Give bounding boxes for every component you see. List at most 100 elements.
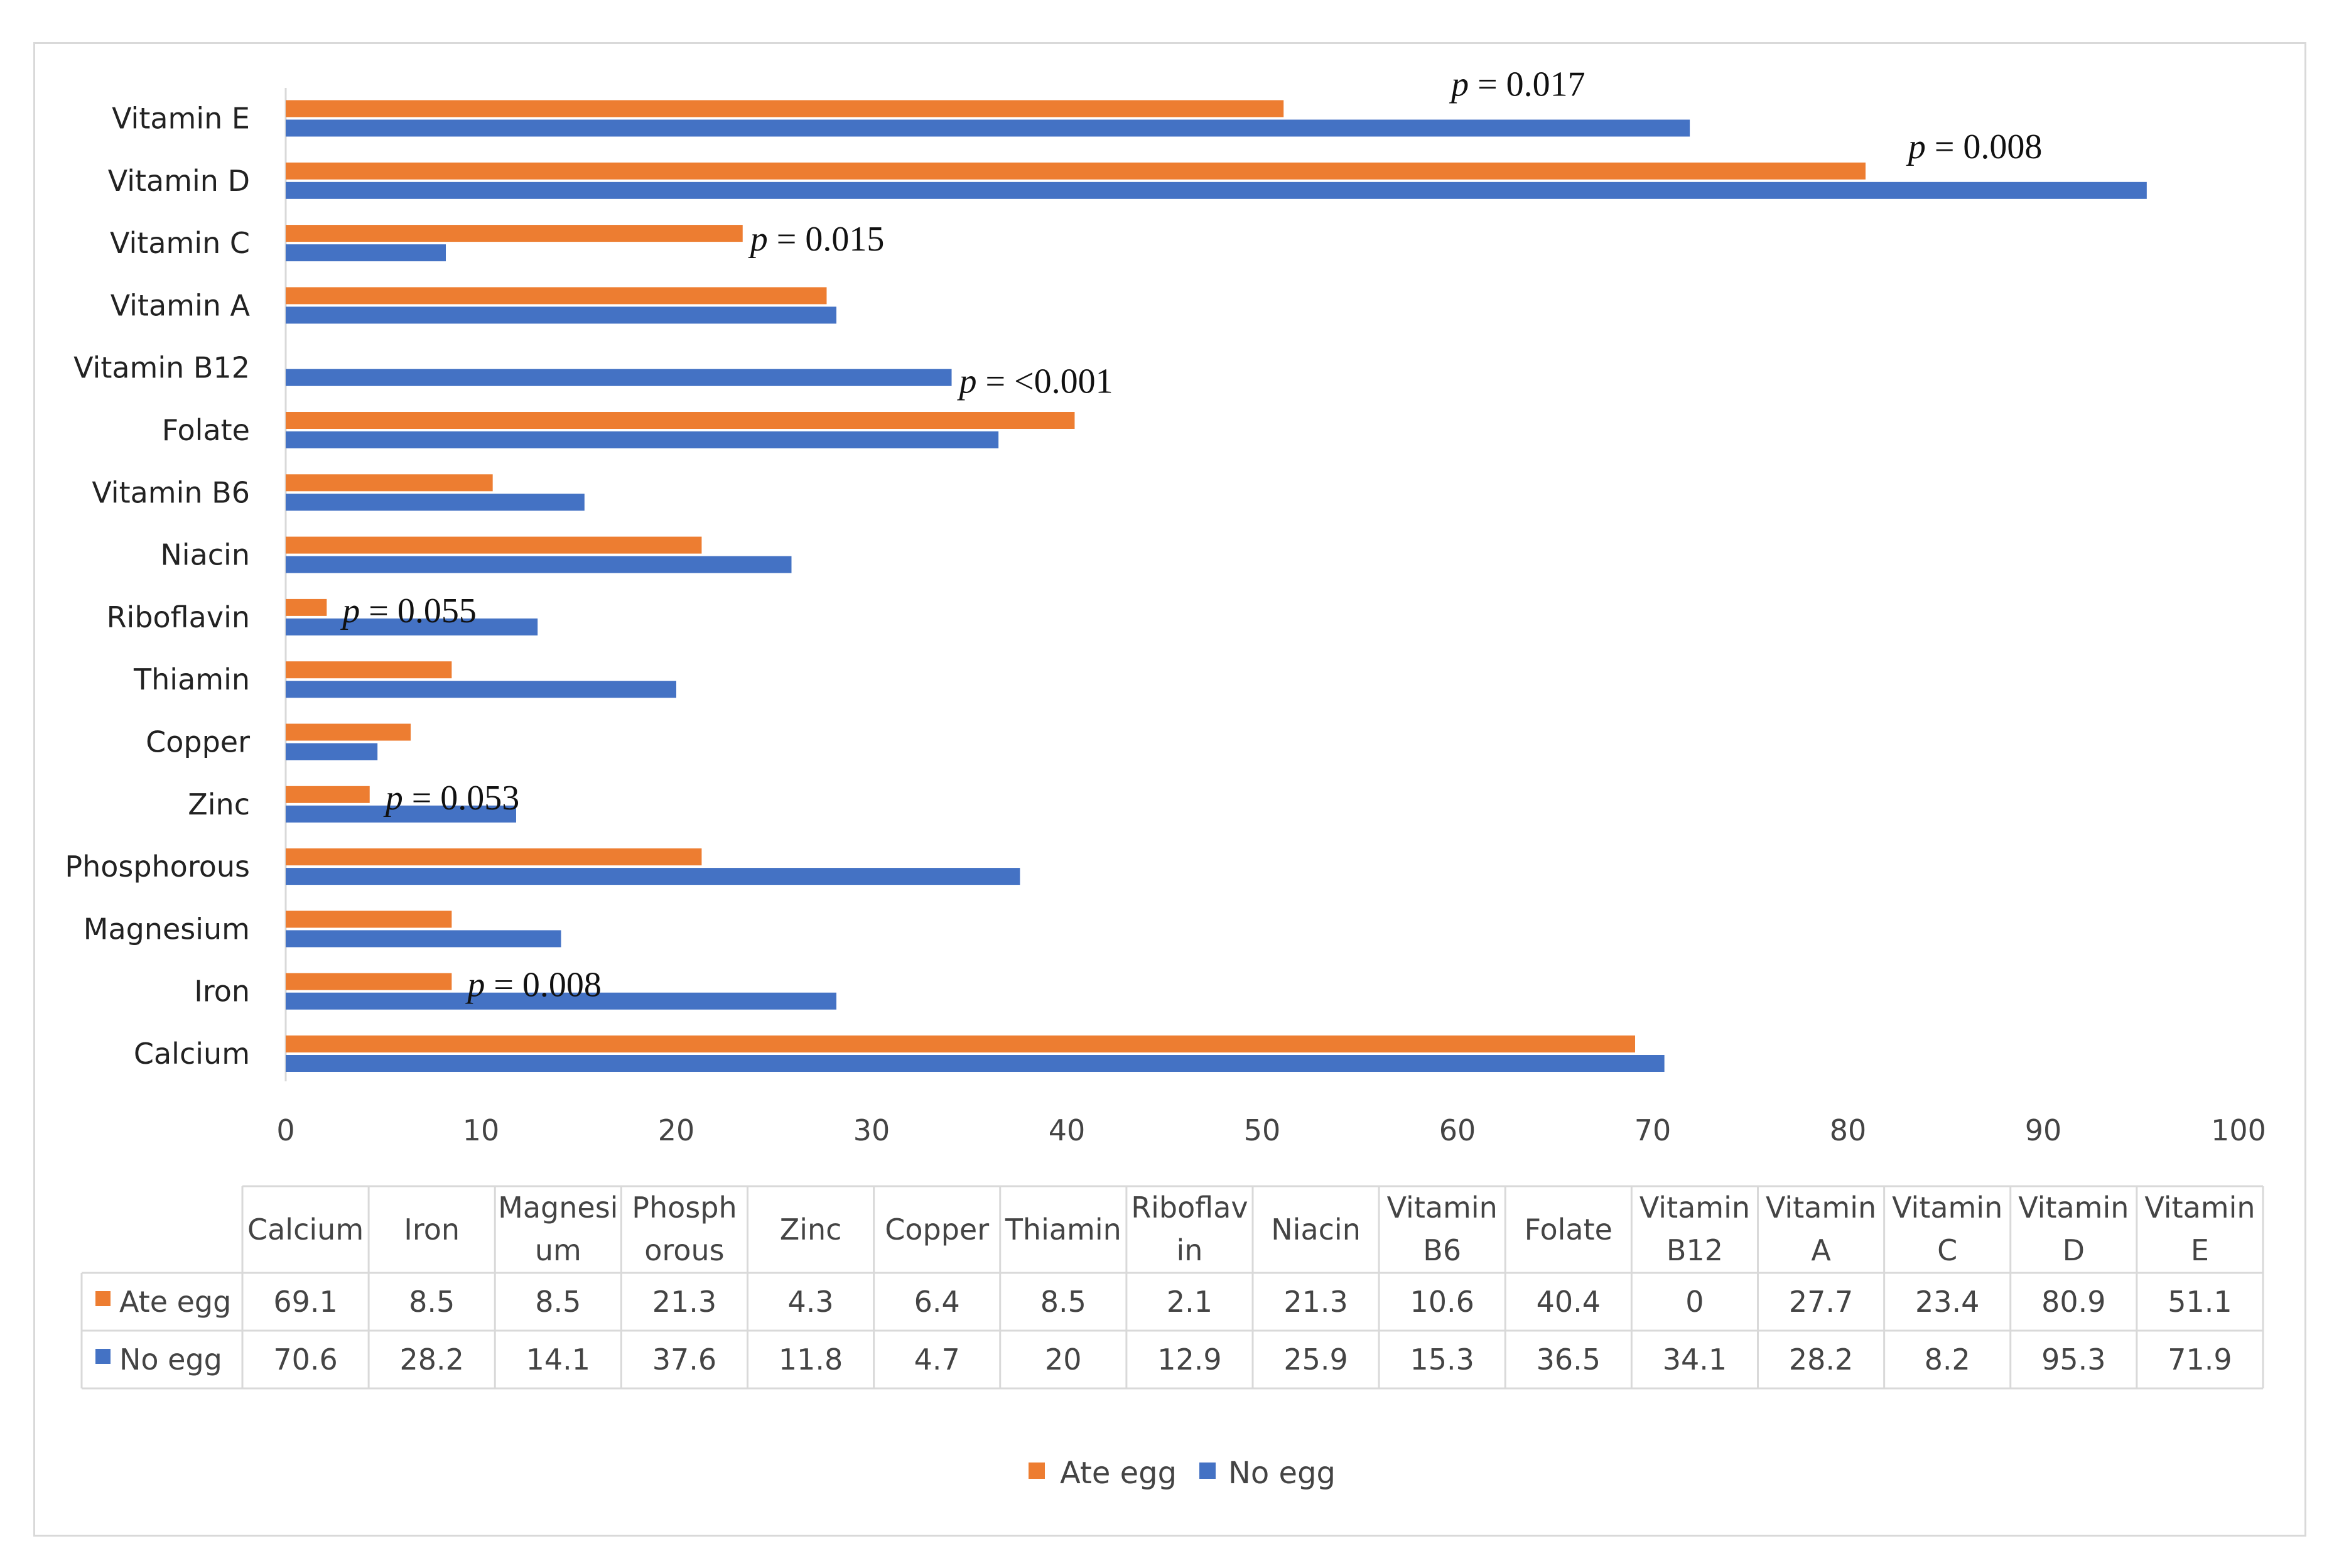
bar-no-egg-niacin bbox=[286, 556, 792, 573]
table-cell-no-egg-vitaminc: 8.2 bbox=[1925, 1343, 1970, 1376]
table-cell-ate-egg-magnesium: 8.5 bbox=[535, 1285, 581, 1319]
x-tick-label-40: 40 bbox=[1049, 1113, 1086, 1147]
table-header-vitamine-line2: E bbox=[2191, 1233, 2209, 1267]
bar-ate-egg-vitamin-b6 bbox=[286, 474, 493, 492]
table-cell-no-egg-vitaminb6: 15.3 bbox=[1410, 1343, 1474, 1376]
table-cell-no-egg-copper: 4.7 bbox=[914, 1343, 960, 1376]
x-tick-label-80: 80 bbox=[1830, 1113, 1867, 1147]
table-header-vitaminb6-line1: Vitamin bbox=[1387, 1191, 1498, 1225]
table-cell-ate-egg-phosphorous: 21.3 bbox=[652, 1285, 716, 1319]
category-label-vitamin-b12: Vitamin B12 bbox=[73, 351, 250, 385]
table-cell-ate-egg-folate: 40.4 bbox=[1537, 1285, 1601, 1319]
x-tick-label-10: 10 bbox=[463, 1113, 500, 1147]
bar-no-egg-vitamin-b6 bbox=[286, 494, 585, 511]
table-cell-ate-egg-thiamin: 8.5 bbox=[1040, 1285, 1086, 1319]
table-cell-ate-egg-vitaminc: 23.4 bbox=[1915, 1285, 1979, 1319]
bar-no-egg-thiamin bbox=[286, 681, 676, 698]
bar-ate-egg-thiamin bbox=[286, 661, 452, 679]
table-cell-ate-egg-vitamind: 80.9 bbox=[2041, 1285, 2105, 1319]
x-tick-label-70: 70 bbox=[1634, 1113, 1672, 1147]
x-tick-label-30: 30 bbox=[853, 1113, 890, 1147]
table-cell-no-egg-phosphorous: 37.6 bbox=[652, 1343, 716, 1376]
bar-ate-egg-niacin bbox=[286, 536, 702, 554]
x-tick-label-100: 100 bbox=[2211, 1113, 2266, 1147]
p-value-annotation-vitamin-e: p = 0.017 bbox=[1449, 65, 1585, 104]
table-cell-ate-egg-copper: 6.4 bbox=[914, 1285, 960, 1319]
category-label-copper: Copper bbox=[146, 725, 250, 759]
bar-no-egg-iron bbox=[286, 992, 837, 1010]
p-value-annotation-vitamin-b12: p = <0.001 bbox=[957, 362, 1113, 401]
category-label-thiamin: Thiamin bbox=[133, 662, 250, 696]
category-label-riboflavin: Riboflavin bbox=[107, 600, 250, 634]
bar-ate-egg-vitamin-c bbox=[286, 225, 743, 242]
bar-no-egg-riboflavin bbox=[286, 618, 538, 635]
category-label-calcium: Calcium bbox=[134, 1037, 250, 1071]
bar-no-egg-vitamin-a bbox=[286, 306, 837, 324]
table-header-iron: Iron bbox=[404, 1213, 460, 1246]
table-cell-ate-egg-vitaminb12: 0 bbox=[1685, 1285, 1704, 1319]
table-cell-no-egg-niacin: 25.9 bbox=[1283, 1343, 1348, 1376]
table-header-vitamina-line1: Vitamin bbox=[1766, 1191, 1876, 1225]
bar-ate-egg-iron bbox=[286, 973, 452, 990]
x-tick-label-90: 90 bbox=[2025, 1113, 2062, 1147]
category-label-folate: Folate bbox=[162, 413, 250, 447]
bar-ate-egg-copper bbox=[286, 723, 411, 741]
table-header-vitaminc-line1: Vitamin bbox=[1892, 1191, 2002, 1225]
table-cell-no-egg-riboflavin: 12.9 bbox=[1157, 1343, 1221, 1376]
table-header-vitamine-line1: Vitamin bbox=[2144, 1191, 2255, 1225]
category-label-vitamin-a: Vitamin A bbox=[111, 288, 251, 322]
table-header-vitaminb12-line1: Vitamin bbox=[1639, 1191, 1750, 1225]
category-label-vitamin-e: Vitamin E bbox=[112, 102, 250, 136]
table-header-magnesium-line1: Magnesi bbox=[498, 1191, 618, 1225]
table-cell-no-egg-vitamina: 28.2 bbox=[1789, 1343, 1853, 1376]
bar-ate-egg-zinc bbox=[286, 786, 370, 803]
category-label-vitamin-b6: Vitamin B6 bbox=[92, 475, 250, 509]
table-cell-ate-egg-vitamina: 27.7 bbox=[1789, 1285, 1853, 1319]
bar-no-egg-copper bbox=[286, 743, 378, 760]
table-header-vitamind-line1: Vitamin bbox=[2018, 1191, 2129, 1225]
category-label-vitamin-c: Vitamin C bbox=[110, 226, 250, 260]
table-legend-key-ate-egg bbox=[95, 1291, 111, 1306]
bar-ate-egg-vitamin-a bbox=[286, 287, 827, 305]
p-value-annotation-iron: p = 0.008 bbox=[465, 966, 602, 1005]
legend-label-no-egg: No egg bbox=[1228, 1456, 1336, 1491]
category-label-vitamin-d: Vitamin D bbox=[108, 164, 250, 198]
x-tick-label-60: 60 bbox=[1439, 1113, 1476, 1147]
bar-ate-egg-riboflavin bbox=[286, 598, 327, 616]
table-header-riboflavin-line1: Riboflav bbox=[1131, 1191, 1248, 1225]
table-header-riboflavin-line2: in bbox=[1176, 1233, 1202, 1267]
table-cell-no-egg-magnesium: 14.1 bbox=[526, 1343, 590, 1376]
table-header-thiamin: Thiamin bbox=[1005, 1213, 1121, 1246]
table-cell-ate-egg-vitaminb6: 10.6 bbox=[1410, 1285, 1474, 1319]
x-tick-label-0: 0 bbox=[276, 1113, 294, 1147]
table-cell-ate-egg-riboflavin: 2.1 bbox=[1167, 1285, 1213, 1319]
table-header-vitaminb12-line2: B12 bbox=[1666, 1233, 1723, 1267]
category-label-zinc: Zinc bbox=[188, 787, 250, 821]
bar-ate-egg-folate bbox=[286, 412, 1075, 429]
table-header-copper: Copper bbox=[885, 1213, 989, 1246]
p-value-annotation-vitamin-c: p = 0.015 bbox=[748, 220, 885, 259]
legend-label-ate-egg: Ate egg bbox=[1060, 1456, 1177, 1491]
table-header-magnesium-line2: um bbox=[535, 1233, 581, 1267]
bar-no-egg-vitamin-e bbox=[286, 119, 1690, 137]
p-value-annotation-vitamin-d: p = 0.008 bbox=[1906, 127, 2043, 166]
table-header-calcium: Calcium bbox=[247, 1213, 364, 1246]
table-cell-no-egg-folate: 36.5 bbox=[1537, 1343, 1601, 1376]
p-value-annotation-riboflavin: p = 0.055 bbox=[340, 592, 477, 630]
table-header-vitamind-line2: D bbox=[2063, 1233, 2085, 1267]
table-header-phosphorous-line1: Phosph bbox=[632, 1191, 737, 1225]
table-cell-no-egg-vitamine: 71.9 bbox=[2168, 1343, 2232, 1376]
table-header-niacin: Niacin bbox=[1271, 1213, 1361, 1246]
table-cell-ate-egg-calcium: 69.1 bbox=[273, 1285, 337, 1319]
category-label-magnesium: Magnesium bbox=[84, 912, 250, 946]
bar-no-egg-folate bbox=[286, 431, 999, 448]
table-cell-no-egg-zinc: 11.8 bbox=[779, 1343, 843, 1376]
table-header-zinc: Zinc bbox=[780, 1213, 842, 1246]
table-cell-ate-egg-iron: 8.5 bbox=[409, 1285, 455, 1319]
bar-no-egg-magnesium bbox=[286, 930, 561, 948]
legend-key-no-egg bbox=[1199, 1463, 1216, 1479]
bar-ate-egg-calcium bbox=[286, 1035, 1636, 1052]
bar-no-egg-phosphorous bbox=[286, 868, 1020, 885]
table-legend-key-no-egg bbox=[95, 1349, 111, 1364]
